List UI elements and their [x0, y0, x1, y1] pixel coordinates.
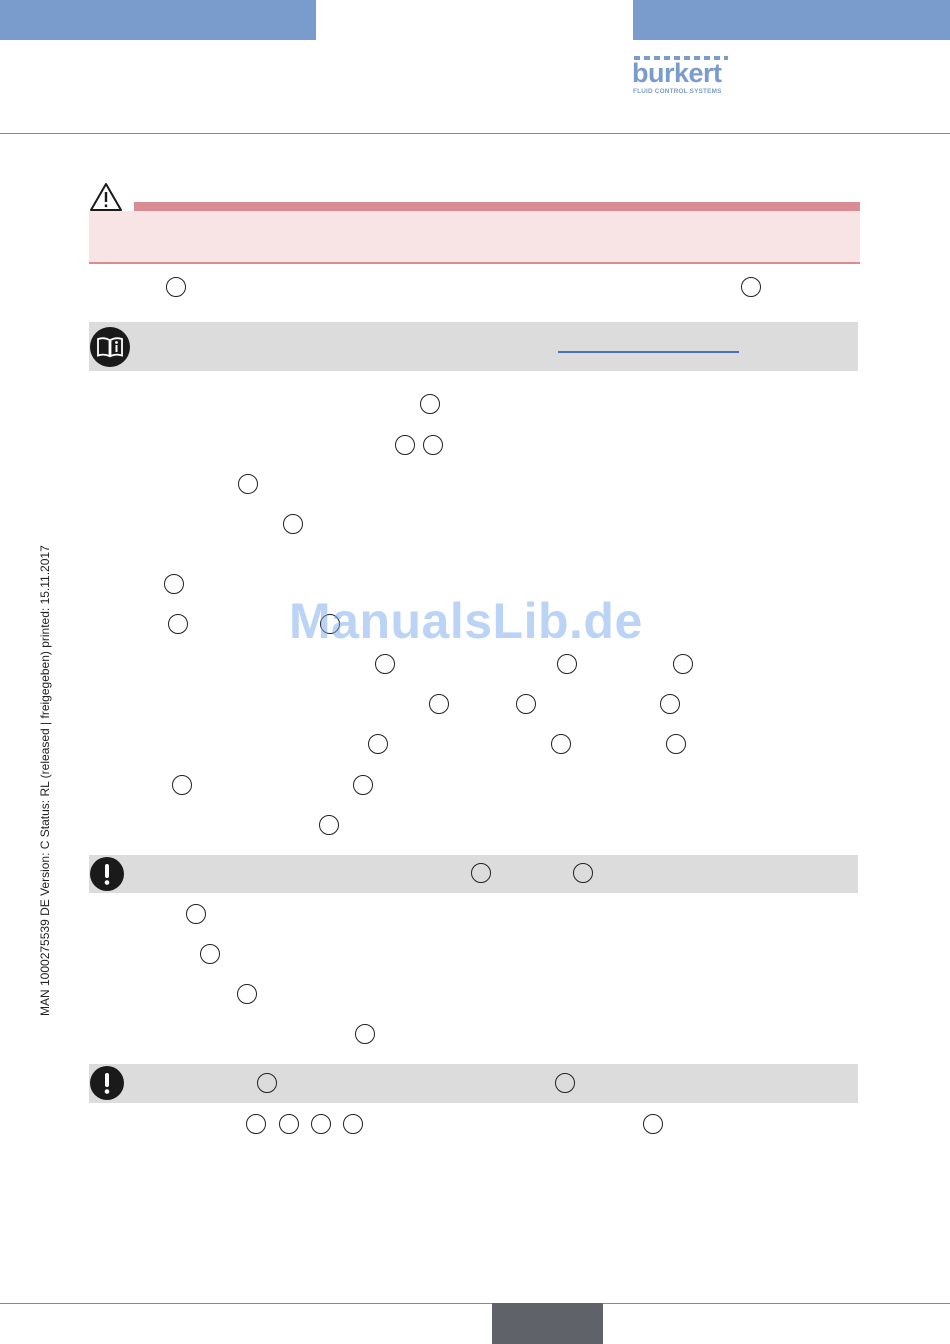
callout-circle — [673, 654, 693, 674]
callout-circle — [573, 863, 593, 883]
manual-info-icon — [90, 327, 130, 367]
callout-circle — [666, 734, 686, 754]
callout-circle — [200, 944, 220, 964]
callout-circle — [471, 863, 491, 883]
warning-header-stripe — [134, 202, 860, 211]
page-number-tab — [492, 1303, 603, 1344]
important-note-bar — [89, 1064, 858, 1103]
callout-circle — [237, 984, 257, 1004]
callout-circle — [423, 435, 443, 455]
important-exclamation-icon — [90, 857, 124, 891]
callout-circle — [375, 654, 395, 674]
callout-circle — [368, 734, 388, 754]
header-bar-left — [0, 0, 316, 40]
callout-circle — [246, 1114, 266, 1134]
callout-circle — [164, 574, 184, 594]
callout-circle — [172, 775, 192, 795]
watermark: ManualsLib.de — [289, 593, 643, 649]
logo-dots — [634, 56, 728, 60]
warning-box — [89, 211, 860, 262]
callout-circle — [279, 1114, 299, 1134]
callout-circle — [353, 775, 373, 795]
callout-circle — [557, 654, 577, 674]
callout-circle — [420, 394, 440, 414]
warning-triangle-icon — [90, 183, 122, 211]
callout-circle — [660, 694, 680, 714]
warning-bottom-line — [89, 262, 860, 264]
callout-circle — [311, 1114, 331, 1134]
callout-circle — [320, 614, 340, 634]
callout-circle — [516, 694, 536, 714]
info-note-bar — [89, 322, 858, 371]
callout-circle — [741, 277, 761, 297]
logo-tagline: FLUID CONTROL SYSTEMS — [633, 88, 722, 95]
document-status-label: MAN 1000275539 DE Version: C Status: RL … — [38, 545, 52, 1016]
callout-circle — [168, 614, 188, 634]
important-exclamation-icon — [90, 1066, 124, 1100]
callout-circle — [186, 904, 206, 924]
callout-circle — [283, 514, 303, 534]
brand-logo: burkert FLUID CONTROL SYSTEMS — [632, 56, 732, 98]
header-divider — [0, 133, 950, 134]
callout-circle — [343, 1114, 363, 1134]
callout-circle — [429, 694, 449, 714]
callout-circle — [257, 1073, 277, 1093]
callout-circle — [355, 1024, 375, 1044]
footer-divider — [0, 1303, 950, 1304]
callout-circle — [555, 1073, 575, 1093]
logo-wordmark: burkert — [632, 58, 722, 88]
callout-circle — [551, 734, 571, 754]
callout-circle — [166, 277, 186, 297]
document-link[interactable] — [558, 351, 739, 353]
callout-circle — [319, 815, 339, 835]
callout-circle — [395, 435, 415, 455]
callout-circle — [238, 474, 258, 494]
header-bar-right — [633, 0, 950, 40]
callout-circle — [643, 1114, 663, 1134]
